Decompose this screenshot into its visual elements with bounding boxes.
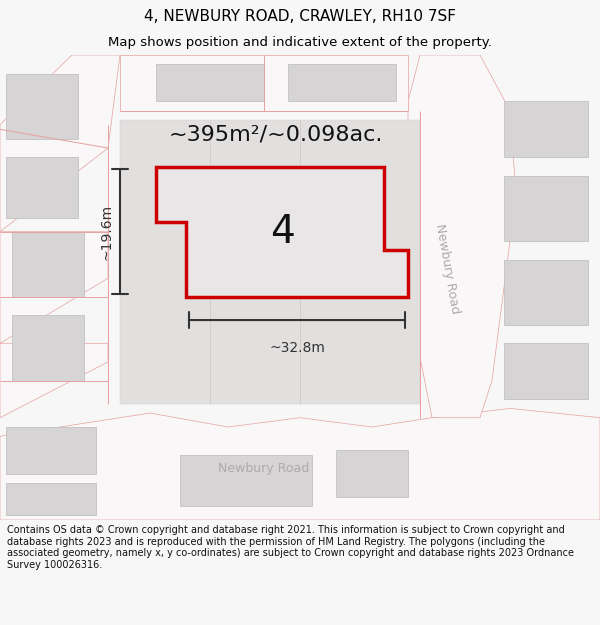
Polygon shape xyxy=(180,455,312,506)
Polygon shape xyxy=(0,232,108,343)
Polygon shape xyxy=(156,167,408,297)
Polygon shape xyxy=(504,259,588,325)
Polygon shape xyxy=(156,64,264,101)
Polygon shape xyxy=(504,101,588,158)
Text: Map shows position and indicative extent of the property.: Map shows position and indicative extent… xyxy=(108,36,492,49)
Polygon shape xyxy=(12,232,84,297)
Polygon shape xyxy=(504,343,588,399)
Text: ~19.6m: ~19.6m xyxy=(100,204,114,260)
Polygon shape xyxy=(12,316,84,381)
Polygon shape xyxy=(6,74,78,139)
Polygon shape xyxy=(0,343,108,418)
Text: 4: 4 xyxy=(269,213,295,251)
Text: Newbury Road: Newbury Road xyxy=(433,223,461,315)
Polygon shape xyxy=(6,482,96,516)
Text: 4, NEWBURY ROAD, CRAWLEY, RH10 7SF: 4, NEWBURY ROAD, CRAWLEY, RH10 7SF xyxy=(144,9,456,24)
Polygon shape xyxy=(288,64,396,101)
Polygon shape xyxy=(0,55,120,232)
Polygon shape xyxy=(6,158,78,218)
Polygon shape xyxy=(408,55,516,418)
Text: ~395m²/~0.098ac.: ~395m²/~0.098ac. xyxy=(169,124,383,144)
Text: Newbury Road: Newbury Road xyxy=(218,462,310,476)
Polygon shape xyxy=(6,427,96,474)
Polygon shape xyxy=(0,408,600,520)
Text: ~32.8m: ~32.8m xyxy=(269,341,325,355)
Text: Contains OS data © Crown copyright and database right 2021. This information is : Contains OS data © Crown copyright and d… xyxy=(7,525,574,570)
Polygon shape xyxy=(120,120,420,404)
Polygon shape xyxy=(336,450,408,497)
Polygon shape xyxy=(120,55,408,111)
Polygon shape xyxy=(504,176,588,241)
